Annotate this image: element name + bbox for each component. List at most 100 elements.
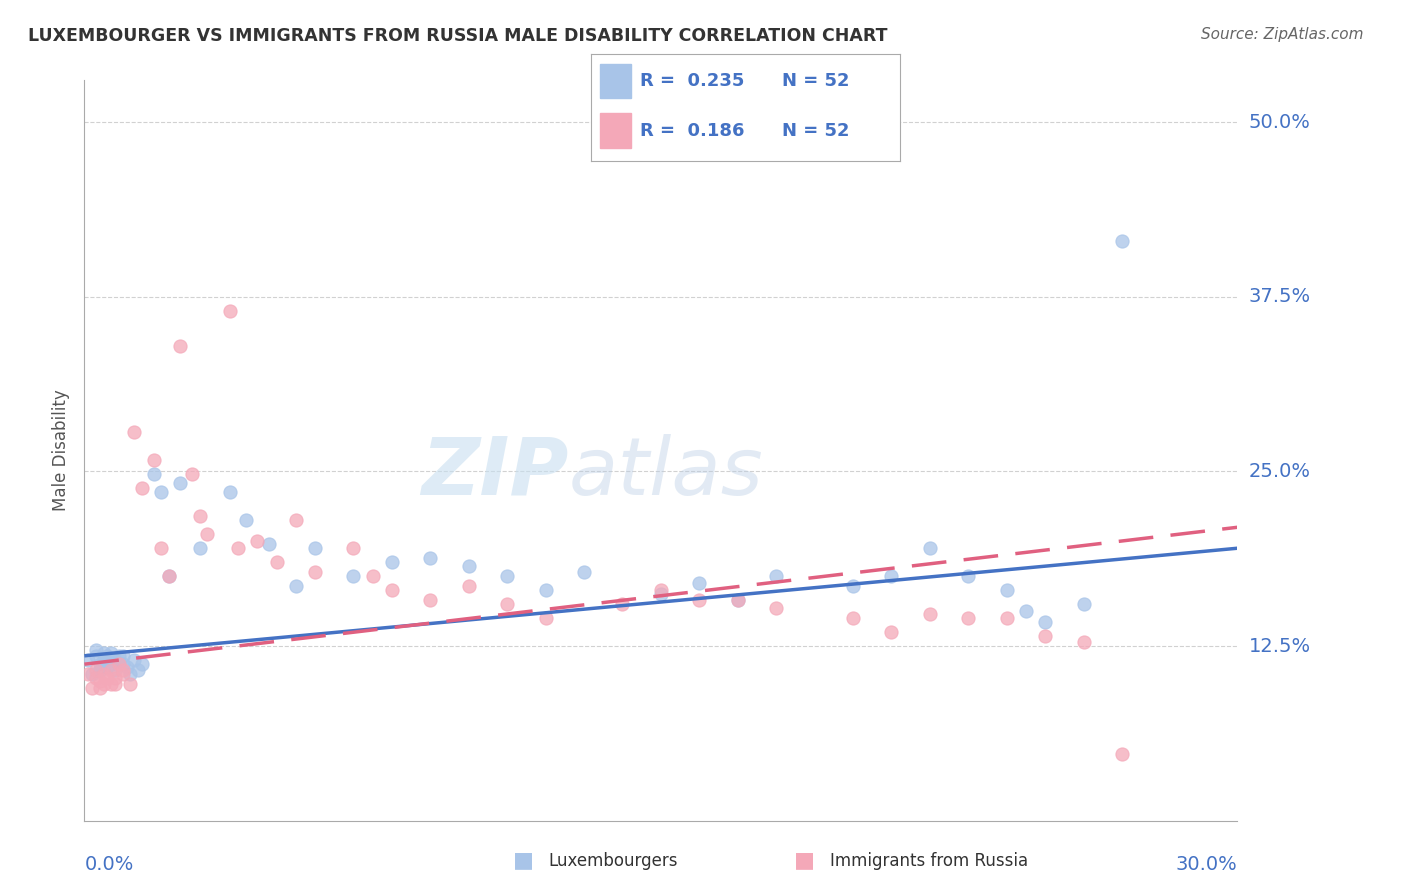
Point xyxy=(1015,604,1038,618)
Point xyxy=(1111,234,1133,248)
Point xyxy=(266,555,288,569)
Text: N = 52: N = 52 xyxy=(782,72,849,90)
Point xyxy=(195,527,218,541)
Point xyxy=(104,671,127,685)
Point xyxy=(111,667,134,681)
Point xyxy=(342,541,364,556)
Point xyxy=(1111,747,1133,761)
Point xyxy=(124,425,146,440)
Point xyxy=(96,648,118,663)
Text: 12.5%: 12.5% xyxy=(1249,637,1310,656)
Point xyxy=(257,537,280,551)
Point xyxy=(496,569,519,583)
Point xyxy=(108,648,131,663)
Point xyxy=(108,657,131,672)
Point xyxy=(77,667,100,681)
Text: Source: ZipAtlas.com: Source: ZipAtlas.com xyxy=(1201,27,1364,42)
Point xyxy=(142,467,165,482)
Point xyxy=(111,648,134,663)
Text: 50.0%: 50.0% xyxy=(1249,112,1310,132)
Point xyxy=(957,611,980,625)
Point xyxy=(995,611,1018,625)
Text: Immigrants from Russia: Immigrants from Russia xyxy=(830,852,1028,870)
Point xyxy=(235,513,257,527)
Point xyxy=(181,467,204,482)
Point xyxy=(104,677,127,691)
Point xyxy=(84,643,107,657)
Text: R =  0.186: R = 0.186 xyxy=(640,121,745,139)
Point xyxy=(688,576,710,591)
Point xyxy=(188,509,211,524)
Point xyxy=(157,569,180,583)
Point xyxy=(650,587,672,601)
Text: atlas: atlas xyxy=(568,434,763,512)
Point xyxy=(496,597,519,611)
Text: 37.5%: 37.5% xyxy=(1249,287,1310,306)
Point xyxy=(150,485,173,500)
Text: N = 52: N = 52 xyxy=(782,121,849,139)
Text: LUXEMBOURGER VS IMMIGRANTS FROM RUSSIA MALE DISABILITY CORRELATION CHART: LUXEMBOURGER VS IMMIGRANTS FROM RUSSIA M… xyxy=(28,27,887,45)
Point xyxy=(93,653,115,667)
Point xyxy=(100,646,122,660)
Point xyxy=(89,673,111,688)
Point xyxy=(93,677,115,691)
Point xyxy=(115,660,138,674)
Point xyxy=(880,625,903,640)
Point xyxy=(150,541,173,556)
Point xyxy=(304,541,326,556)
Point xyxy=(957,569,980,583)
Point xyxy=(84,663,107,677)
Point xyxy=(84,648,107,663)
Point xyxy=(111,663,134,677)
Point xyxy=(342,569,364,583)
Point xyxy=(131,657,153,672)
Point xyxy=(765,569,787,583)
Point xyxy=(84,671,107,685)
Point xyxy=(381,583,404,598)
Point xyxy=(80,681,103,695)
Point xyxy=(419,593,441,607)
Point xyxy=(96,671,118,685)
Point xyxy=(93,646,115,660)
Bar xyxy=(600,64,631,98)
Point xyxy=(1073,635,1095,649)
Point xyxy=(765,601,787,615)
Point xyxy=(842,611,865,625)
Point xyxy=(188,541,211,556)
Point xyxy=(457,559,479,574)
Point xyxy=(127,663,149,677)
Point xyxy=(918,607,941,621)
Point xyxy=(284,579,307,593)
Point xyxy=(100,663,122,677)
Point xyxy=(120,667,142,681)
Point xyxy=(96,660,118,674)
Point xyxy=(995,583,1018,598)
Point xyxy=(120,677,142,691)
Text: ■: ■ xyxy=(794,850,815,870)
Point xyxy=(104,653,127,667)
Point xyxy=(124,653,146,667)
Point xyxy=(93,667,115,681)
Point xyxy=(142,453,165,467)
Point xyxy=(880,569,903,583)
Point xyxy=(572,565,595,579)
Point xyxy=(100,677,122,691)
Point xyxy=(361,569,384,583)
Text: 30.0%: 30.0% xyxy=(1175,855,1237,874)
Point xyxy=(77,653,100,667)
Point xyxy=(89,663,111,677)
Point xyxy=(157,569,180,583)
Point xyxy=(169,475,191,490)
Point xyxy=(727,593,749,607)
Y-axis label: Male Disability: Male Disability xyxy=(52,390,70,511)
Bar xyxy=(600,113,631,148)
Text: 25.0%: 25.0% xyxy=(1249,462,1310,481)
Point xyxy=(457,579,479,593)
Point xyxy=(131,481,153,495)
Text: ZIP: ZIP xyxy=(422,434,568,512)
Point xyxy=(111,657,134,672)
Text: 0.0%: 0.0% xyxy=(84,855,134,874)
Text: R =  0.235: R = 0.235 xyxy=(640,72,744,90)
Point xyxy=(219,485,242,500)
Point xyxy=(226,541,249,556)
